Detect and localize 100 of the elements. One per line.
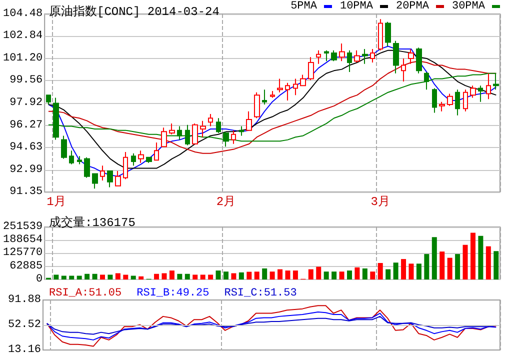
y-tick-label: 188654 — [2, 234, 43, 246]
bar — [108, 274, 113, 280]
y-tick-label: 97.92 — [10, 96, 43, 109]
bar — [223, 272, 228, 280]
bar — [54, 274, 59, 280]
candlestick — [216, 118, 221, 134]
bar — [115, 273, 120, 280]
bar — [200, 274, 206, 280]
candlestick — [46, 94, 51, 106]
candlestick — [486, 72, 491, 100]
candlestick — [208, 114, 213, 127]
candlestick — [478, 85, 483, 102]
y-tick-label: 251539 — [2, 221, 43, 233]
y-tick-label: 91.88 — [8, 294, 41, 306]
y-tick-label: 99.56 — [10, 74, 43, 87]
bar — [177, 274, 182, 280]
text: RSI_A:51.05 — [49, 288, 122, 300]
chart-title: 成交量:136175 — [49, 215, 136, 230]
candlestick — [324, 50, 329, 62]
candlestick — [100, 165, 105, 181]
bar — [270, 272, 275, 280]
candlestick — [123, 152, 128, 180]
bar — [386, 269, 391, 280]
bar — [408, 264, 414, 280]
candlestick — [161, 127, 167, 148]
y-tick-label: 62885 — [10, 260, 43, 272]
bar — [339, 272, 344, 280]
bar — [370, 272, 376, 280]
candlestick — [308, 56, 314, 81]
candlestick — [416, 47, 422, 74]
bar — [332, 272, 337, 280]
bar — [424, 254, 430, 280]
candlestick — [69, 150, 74, 165]
y-tick-label: 101.20 — [2, 52, 43, 64]
bar — [447, 258, 452, 280]
bar — [184, 274, 190, 280]
candlestick — [316, 50, 321, 64]
candlestick — [370, 48, 375, 64]
bar — [76, 276, 82, 280]
x-tick-label: 1月 — [46, 195, 66, 209]
candlestick — [378, 18, 383, 51]
bar — [169, 270, 174, 280]
bar — [432, 237, 437, 280]
bar — [254, 272, 260, 280]
bar — [324, 272, 329, 280]
bar — [238, 272, 244, 280]
bar — [486, 246, 491, 280]
candlestick — [293, 78, 298, 96]
bar — [100, 274, 105, 280]
candlestick — [107, 170, 113, 188]
bar — [316, 266, 322, 280]
candlestick — [393, 40, 399, 74]
bar — [192, 274, 198, 280]
bar — [285, 270, 290, 280]
y-tick-label: 92.99 — [10, 164, 43, 176]
candlestick — [300, 74, 306, 86]
candlestick — [262, 89, 267, 106]
bar — [138, 276, 144, 280]
x-tick-label: 3月 — [370, 195, 390, 209]
bar — [231, 273, 236, 280]
bar — [162, 273, 167, 280]
candlestick — [92, 173, 98, 190]
candlestick — [362, 48, 368, 64]
candlestick — [339, 43, 345, 62]
candlestick — [277, 78, 283, 93]
legend-label: 5PMA — [290, 0, 318, 12]
legend-label: 10PMA — [340, 0, 374, 12]
bar — [92, 274, 98, 280]
bar — [292, 270, 298, 280]
candlestick — [200, 120, 206, 138]
bar — [69, 276, 74, 280]
line-series — [46, 311, 497, 340]
bar — [440, 252, 445, 280]
bar — [154, 274, 160, 280]
y-tick-label: 0 — [36, 274, 43, 286]
legend-label: 20PMA — [396, 0, 430, 12]
bar — [462, 244, 468, 280]
bar — [216, 270, 221, 280]
bar — [278, 269, 283, 280]
candlestick — [354, 50, 360, 64]
bar — [84, 274, 90, 280]
candlestick — [131, 152, 136, 166]
bar — [262, 268, 268, 280]
candlestick — [408, 48, 414, 64]
candlestick — [331, 50, 337, 62]
bar — [362, 268, 368, 280]
candlestick — [447, 93, 453, 106]
bar — [478, 236, 484, 280]
bar — [354, 267, 360, 280]
candlestick — [115, 170, 121, 186]
y-tick-label: 13.16 — [8, 344, 41, 356]
candlestick — [285, 82, 290, 101]
x-tick-label: 2月 — [216, 195, 236, 209]
candlestick — [270, 90, 275, 98]
y-tick-label: 102.84 — [2, 30, 43, 42]
bar — [308, 269, 314, 280]
chart-title: 原油指数[CONC] 2014-03-24 — [49, 5, 220, 19]
candlestick — [401, 58, 406, 82]
legend-label: 30PMA — [452, 0, 486, 12]
series-label: RSI_C:51.53 — [224, 288, 297, 300]
